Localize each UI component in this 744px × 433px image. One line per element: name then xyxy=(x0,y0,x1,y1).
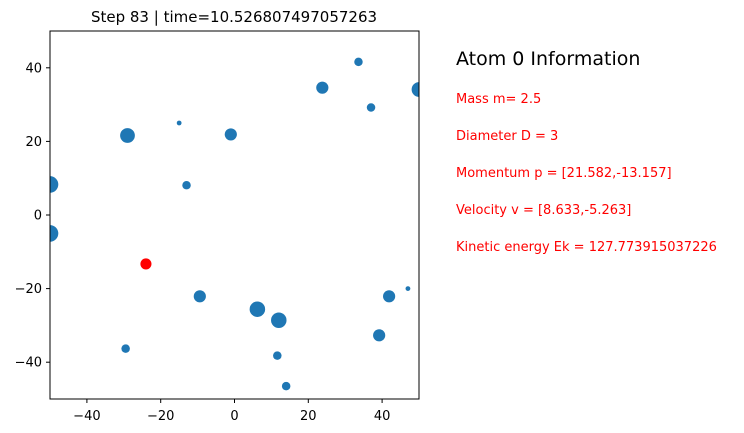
atom-point xyxy=(224,128,237,141)
atom-highlighted xyxy=(140,258,152,270)
atom-point xyxy=(411,82,419,97)
x-tick-label: 0 xyxy=(230,409,238,424)
y-tick-label: 40 xyxy=(25,61,42,76)
y-axis: −40 −20 0 20 40 xyxy=(15,61,50,371)
x-tick-label: 40 xyxy=(374,409,391,424)
atom-point xyxy=(271,312,287,328)
y-tick-label: −40 xyxy=(15,356,42,371)
atom-point xyxy=(273,351,282,360)
atom-point xyxy=(176,120,182,126)
atom-point xyxy=(366,103,376,112)
y-tick-label: 20 xyxy=(25,135,42,150)
y-tick-label: 0 xyxy=(34,209,42,224)
momentum-text: Momentum p = [21.582,-13.157] xyxy=(456,166,672,181)
atom-point xyxy=(373,329,386,342)
x-tick-label: 20 xyxy=(300,409,317,424)
atom-point xyxy=(383,290,396,303)
chart-title: Step 83 | time=10.526807497057263 xyxy=(91,8,377,26)
atom-point xyxy=(405,286,411,291)
atom-point xyxy=(193,290,206,303)
x-tick-label: −20 xyxy=(147,409,174,424)
info-heading: Atom 0 Information xyxy=(456,48,641,70)
atoms-layer xyxy=(50,57,419,391)
velocity-text: Velocity v = [8.633,-5.263] xyxy=(456,203,632,218)
atom-point xyxy=(50,176,59,193)
plot-frame xyxy=(49,30,420,400)
atom-point xyxy=(182,180,191,190)
x-tick-label: −40 xyxy=(73,409,100,424)
atom-point xyxy=(50,225,59,242)
diameter-text: Diameter D = 3 xyxy=(456,129,559,144)
atom-point xyxy=(281,381,291,391)
atom-point xyxy=(120,128,135,143)
atom-point xyxy=(249,301,266,317)
atom-point xyxy=(316,81,329,94)
mass-text: Mass m= 2.5 xyxy=(456,92,542,107)
atom-point xyxy=(121,344,130,353)
atom-info-panel: Atom 0 Information Mass m= 2.5 Diameter … xyxy=(456,48,744,255)
kinetic-energy-text: Kinetic energy Ek = 127.773915037226 xyxy=(456,240,717,255)
y-tick-label: −20 xyxy=(15,282,42,297)
atom-point xyxy=(354,57,363,67)
x-axis: −40 −20 0 20 40 xyxy=(73,399,390,424)
